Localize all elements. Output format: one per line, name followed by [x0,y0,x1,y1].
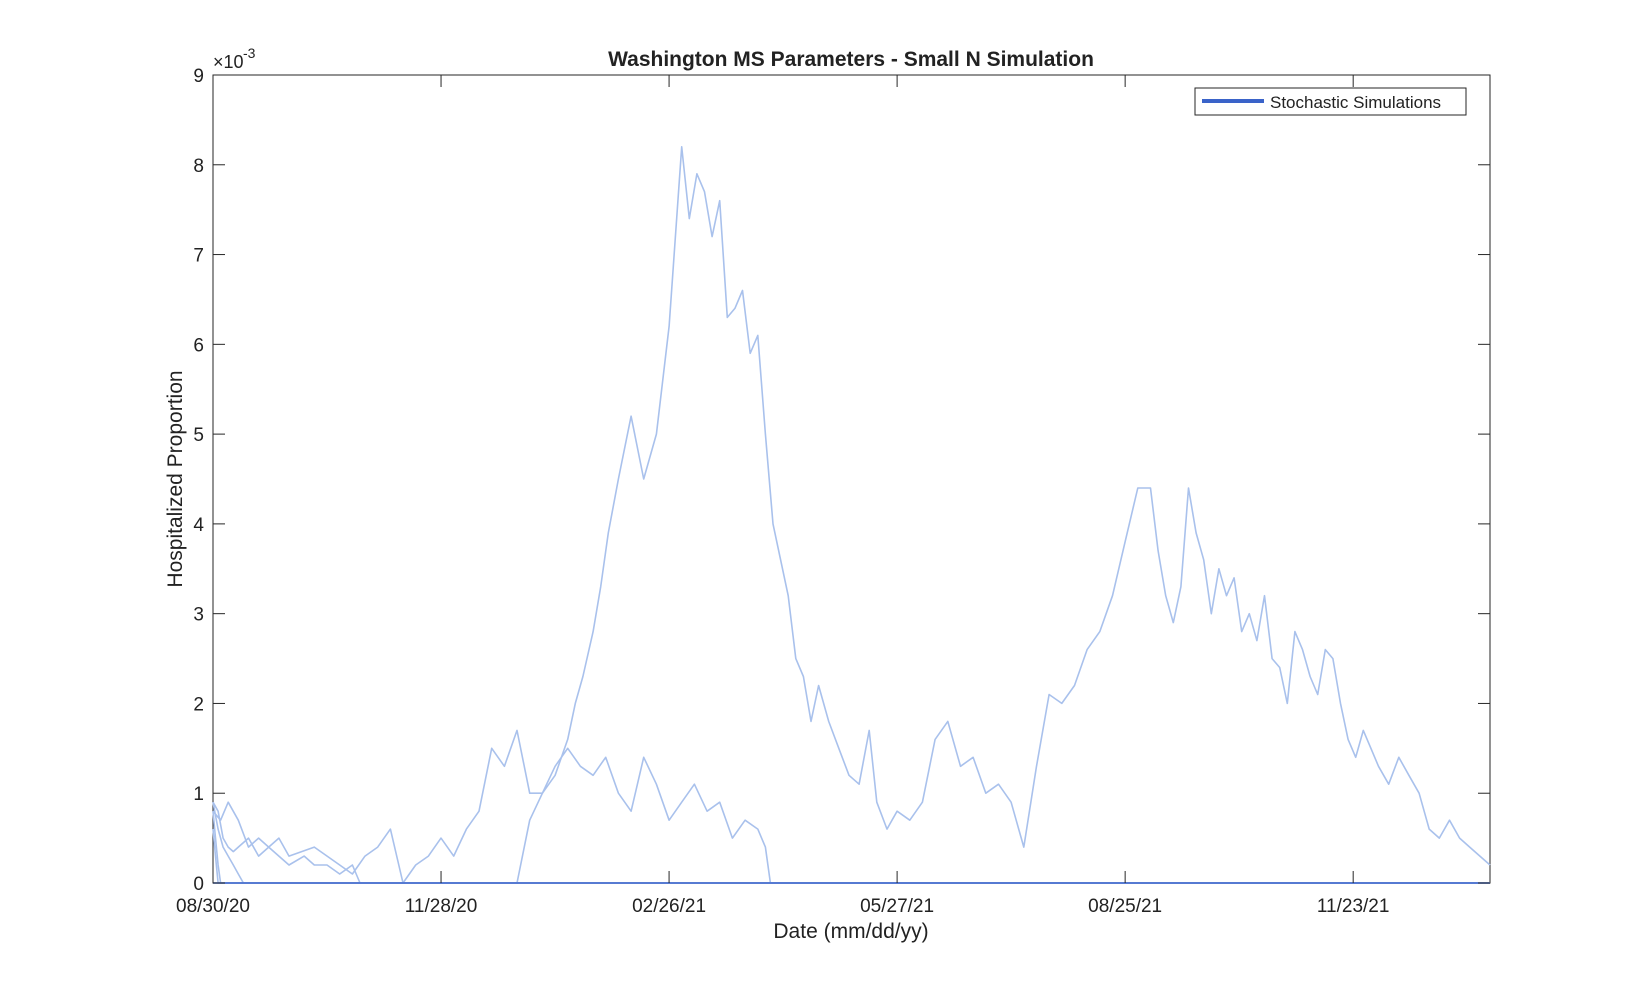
x-axis-label: Date (mm/dd/yy) [773,920,928,943]
ticks-layer: 0 1 2 3 4 5 6 7 8 9 08/30/20 11/28/20 02/26/21 05/27/… [176,66,1490,917]
chart-title: Washington MS Parameters - Small N Simul… [608,48,1094,71]
y-axis-label: Hospitalized Proportion [164,370,187,587]
y-exponent-power: -3 [243,45,256,61]
y-tick-label: 4 [193,515,204,536]
x-tick-label: 02/26/21 [632,896,706,917]
x-tick-label: 11/23/21 [1317,896,1390,917]
legend-entry-stochastic-simulations: Stochastic Simulations [1270,93,1441,112]
y-tick-label: 5 [193,425,204,446]
y-tick-label: 2 [193,694,204,715]
x-tick-label: 11/28/20 [405,896,478,917]
series-line-1 [213,146,1491,884]
y-tick-label: 7 [193,246,204,267]
x-tick-label: 08/30/20 [176,896,250,917]
series-layer [212,146,1491,884]
y-tick-label: 3 [193,605,204,626]
x-tick-label: 08/25/21 [1088,896,1162,917]
x-tick-label: 05/27/21 [860,896,934,917]
y-tick-label: 0 [193,874,204,895]
y-tick-label: 6 [193,335,204,356]
series-line-4 [212,802,1490,884]
y-exponent-base: ×10 [213,52,244,72]
series-line-3 [212,801,1490,884]
legend: Stochastic Simulations [1194,87,1467,116]
y-tick-label: 9 [193,66,204,87]
y-tick-label: 1 [193,784,204,805]
y-tick-label: 8 [193,156,204,177]
plot-area [212,74,1491,884]
